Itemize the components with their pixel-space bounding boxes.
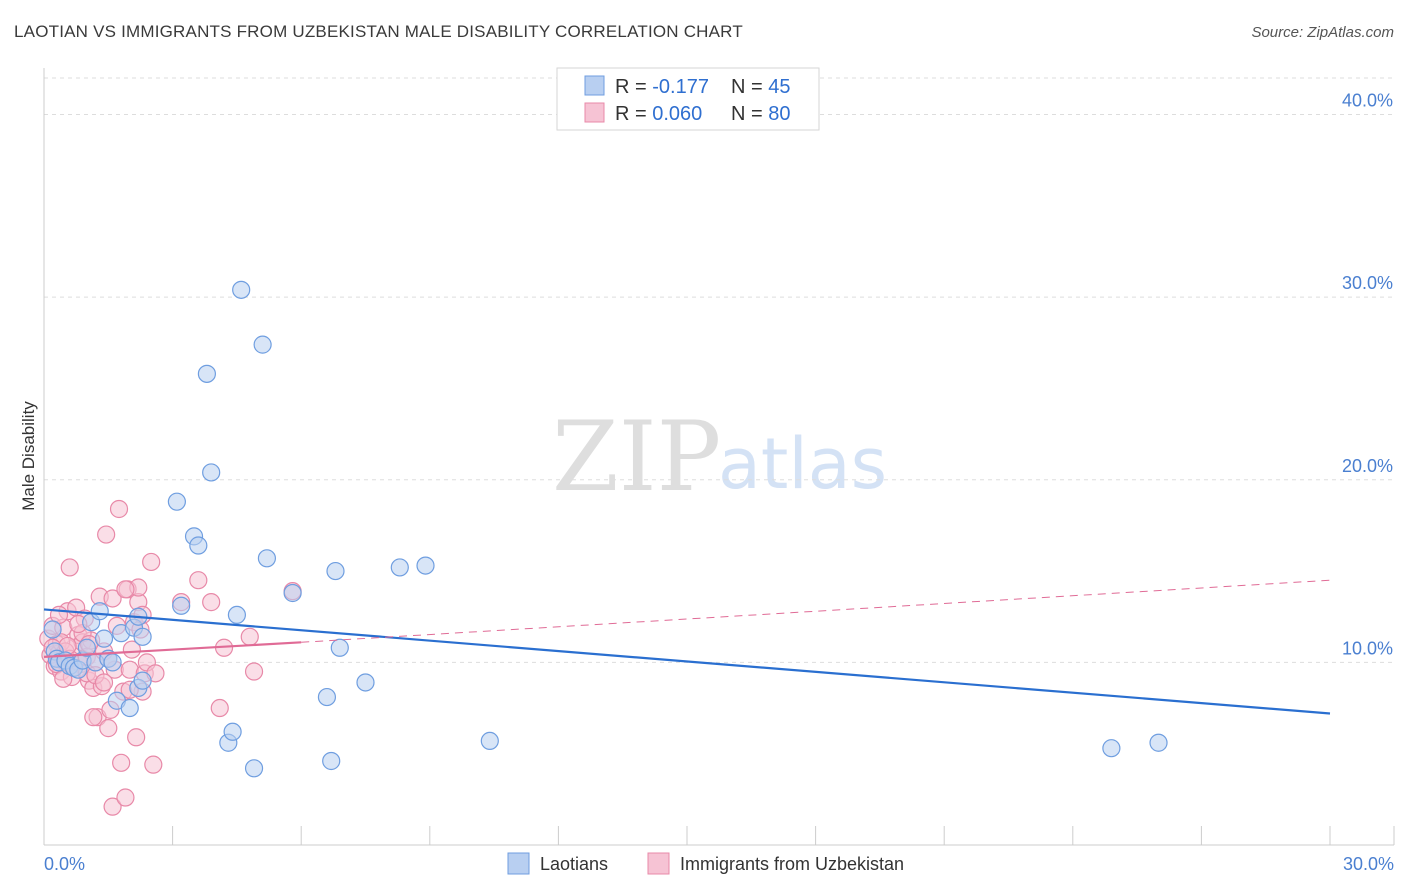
legend-r-label-uzbekistan: R = (615, 103, 652, 125)
laotians-point (189, 536, 208, 555)
watermark-zip: ZIP (552, 401, 721, 513)
y-tick-label: 10.0% (1342, 638, 1393, 658)
trend-lines (43, 579, 1331, 715)
uzbekistan-point (202, 593, 221, 612)
uzbekistan-point (84, 708, 103, 727)
bottom-legend-label-laotians: Laotians (540, 854, 608, 874)
uzbekistan-point (189, 571, 208, 590)
bottom-legend-swatch-uzbekistan (647, 852, 670, 875)
laotians-point (172, 596, 191, 615)
uzbekistan-point (142, 552, 161, 572)
watermark-atlas: atlas (718, 423, 887, 505)
laotians-point (223, 722, 242, 741)
x-tick-label-min: 0.0% (44, 854, 85, 874)
legend-swatch-laotians (584, 75, 605, 96)
x-ticks (172, 826, 1395, 845)
laotians-point (90, 602, 109, 621)
uzbekistan-point (244, 662, 264, 681)
series-legend: Laotians Immigrants from Uzbekistan (507, 852, 904, 875)
laotians-point (1149, 733, 1168, 752)
stats-legend: R = -0.177 N = 45 R = 0.060 N = 80 (556, 67, 820, 131)
laotians-point (120, 698, 139, 718)
uzbekistan-point (210, 698, 229, 718)
laotians-point (1102, 739, 1121, 758)
bottom-legend-swatch-laotians (507, 852, 530, 875)
uzbekistan-point (144, 755, 163, 774)
laotians-point (257, 549, 277, 568)
legend-n-value-laotians: 45 (768, 76, 790, 98)
uzbekistan-point (109, 499, 129, 519)
uzbekistan-point (127, 728, 146, 747)
laotians-point (356, 673, 375, 692)
legend-r-value-laotians: -0.177 (652, 76, 709, 98)
legend-n-uzbekistan: N = 80 (731, 103, 791, 125)
y-axis-label: Male Disability (19, 401, 38, 511)
laotians-point (330, 638, 349, 657)
laotians-point (133, 671, 152, 690)
legend-n-label-laotians: N = (731, 76, 768, 98)
axes (43, 68, 1394, 846)
laotians-point (227, 605, 246, 625)
laotians-point (244, 759, 264, 778)
uzbekistan-point (240, 627, 259, 646)
laotians-point (133, 627, 152, 646)
laotians-point (390, 558, 409, 577)
uzbekistan-point (116, 580, 135, 599)
y-tick-label: 30.0% (1342, 273, 1393, 293)
laotians-point (103, 653, 122, 672)
legend-row-uzbekistan: R = 0.060 (615, 103, 702, 125)
laotians-point (322, 751, 341, 771)
laotians-point (480, 731, 499, 751)
legend-swatch-uzbekistan (584, 102, 605, 123)
watermark: ZIP atlas (552, 401, 887, 513)
laotians-point (94, 629, 114, 648)
uzbekistan-trend-line (43, 641, 302, 659)
legend-n-label-uzbekistan: N = (731, 103, 768, 125)
laotians-point (197, 364, 216, 383)
grid (44, 77, 1394, 663)
laotians-point (43, 620, 62, 639)
uzbekistan-trend-extension (301, 579, 1331, 643)
uzbekistan-point (60, 558, 79, 577)
laotians-point (317, 687, 337, 707)
uzbekistan-point (122, 640, 141, 659)
uzbekistan-point (116, 788, 135, 807)
legend-r-label-laotians: R = (615, 76, 652, 98)
uzbekistan-point (99, 719, 118, 738)
laotians-point (326, 561, 345, 581)
uzbekistan-point (112, 753, 131, 772)
legend-r-value-uzbekistan: 0.060 (652, 103, 702, 125)
laotians-point (167, 492, 186, 511)
laotians-point (416, 556, 435, 575)
uzbekistan-point (103, 797, 122, 816)
uzbekistan-point (94, 673, 114, 692)
y-tick-label: 20.0% (1342, 456, 1393, 476)
laotians-point (77, 638, 96, 657)
legend-n-laotians: N = 45 (731, 76, 791, 98)
y-tick-label: 40.0% (1342, 91, 1393, 111)
laotians-point (283, 583, 302, 603)
y-tick-labels: 10.0% 20.0% 30.0% 40.0% (1342, 91, 1393, 659)
uzbekistan-point (103, 589, 122, 608)
laotians-point (232, 280, 251, 299)
data-points (39, 280, 1168, 816)
laotians-point (202, 463, 221, 482)
source-label: Source: ZipAtlas.com (1251, 24, 1394, 41)
legend-n-value-uzbekistan: 80 (768, 103, 790, 125)
laotians-trend-line (43, 608, 1331, 715)
laotians-point (253, 335, 272, 354)
uzbekistan-point (97, 525, 116, 544)
bottom-legend-label-uzbekistan: Immigrants from Uzbekistan (680, 854, 904, 874)
x-tick-label-max: 30.0% (1343, 854, 1394, 874)
chart-title: LAOTIAN VS IMMIGRANTS FROM UZBEKISTAN MA… (14, 22, 743, 41)
legend-row-laotians: R = -0.177 (615, 76, 709, 98)
